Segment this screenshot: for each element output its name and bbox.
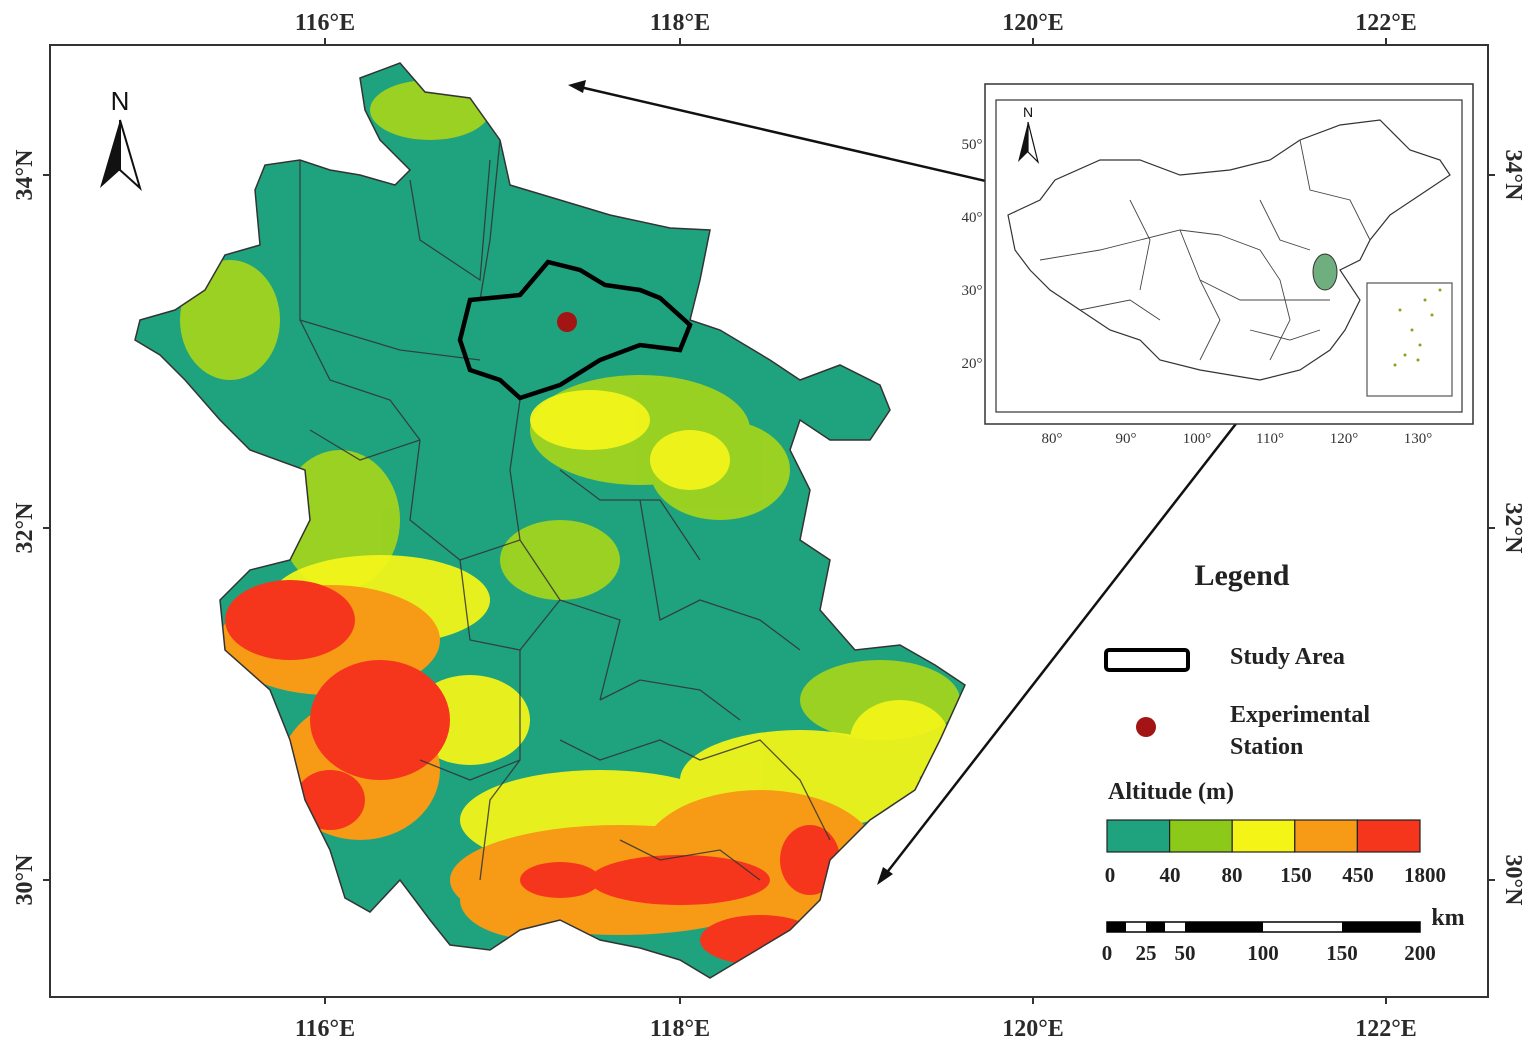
altitude-label-40: 40 [1160, 863, 1181, 887]
graticule-ticks [43, 38, 1495, 1004]
north-arrow-label: N [111, 86, 130, 116]
lon-label-top-116: 116°E [295, 10, 355, 36]
lat-label-right-30: 30°N [1500, 855, 1526, 907]
lon-label-top-122: 122°E [1355, 10, 1417, 36]
legend-station-label-line1: Experimental [1230, 702, 1370, 728]
map-legend: Legend Study Area Experimental Station A… [1102, 559, 1465, 965]
inset-lon-110: 110° [1256, 431, 1284, 447]
altitude-swatch-450-1800 [1356, 819, 1421, 853]
scale-label-50: 50 [1175, 941, 1196, 965]
altitude-color-bar [1106, 819, 1421, 853]
elevation-map [134, 62, 966, 979]
top-longitude-labels: 116°E 118°E 120°E 122°E [295, 10, 1417, 36]
legend-title: Legend [1194, 559, 1289, 592]
altitude-label-1800: 1800 [1404, 863, 1446, 887]
inset-north-arrow-icon: N [1018, 104, 1040, 164]
inset-north-label: N [1023, 104, 1033, 120]
lat-label-right-32: 32°N [1500, 503, 1526, 555]
inset-lon-120: 120° [1330, 431, 1359, 447]
lat-label-left-30: 30°N [12, 854, 38, 906]
scale-label-200: 200 [1404, 941, 1436, 965]
legend-study-area-label: Study Area [1230, 644, 1345, 670]
inset-lon-90: 90° [1116, 431, 1137, 447]
china-inset-map: N 80° 90° 100° 110° 120° 130° 50° 40° 30… [962, 83, 1474, 447]
scale-unit-label: km [1431, 905, 1464, 931]
experimental-station-marker [557, 312, 577, 332]
lon-label-bottom-120: 120°E [1002, 1016, 1064, 1042]
inset-lon-80: 80° [1042, 431, 1063, 447]
altitude-label-150: 150 [1280, 863, 1312, 887]
lon-label-top-120: 120°E [1002, 10, 1064, 36]
china-province-lines [1039, 139, 1371, 361]
map-frame [49, 44, 1489, 998]
inset-lat-labels: 50° 40° 30° 20° [962, 137, 983, 372]
legend-altitude-title: Altitude (m) [1108, 779, 1234, 805]
inset-lon-130: 130° [1404, 431, 1433, 447]
lon-label-bottom-122: 122°E [1355, 1016, 1417, 1042]
study-area-boundary [457, 259, 693, 401]
altitude-swatch-150-450 [1294, 819, 1359, 853]
south-china-sea-box [1366, 282, 1453, 397]
altitude-swatch-80-150 [1231, 819, 1296, 853]
lat-label-left-34: 34°N [12, 149, 38, 201]
legend-station-symbol [1136, 717, 1156, 737]
legend-station-label-line2: Station [1230, 734, 1303, 760]
lat-label-right-34: 34°N [1500, 150, 1526, 202]
bottom-longitude-labels: 116°E 118°E 120°E 122°E [295, 1016, 1417, 1042]
altitude-label-450: 450 [1342, 863, 1374, 887]
legend-study-area-symbol [1104, 648, 1190, 672]
inset-anhui-highlight [1312, 253, 1338, 291]
scale-label-150: 150 [1326, 941, 1358, 965]
north-arrow-icon: N [100, 86, 142, 192]
scale-label-25: 25 [1136, 941, 1157, 965]
lon-label-bottom-116: 116°E [295, 1016, 355, 1042]
lon-label-top-118: 118°E [650, 10, 710, 36]
inset-lat-30: 30° [962, 283, 983, 299]
county-boundaries [299, 139, 831, 881]
south-china-sea-islands [1393, 288, 1442, 367]
inset-lat-20: 20° [962, 356, 983, 372]
lat-label-left-32: 32°N [12, 502, 38, 554]
inset-lat-40: 40° [962, 210, 983, 226]
lon-label-bottom-118: 118°E [650, 1016, 710, 1042]
altitude-swatch-40-80 [1168, 819, 1233, 853]
altitude-break-labels: 0 40 80 150 450 1800 [1105, 863, 1446, 887]
province-outline [134, 62, 966, 979]
scale-bar: km 0 25 50 100 150 200 [1102, 905, 1465, 965]
china-outline [1007, 119, 1451, 381]
altitude-label-80: 80 [1222, 863, 1243, 887]
right-latitude-labels: 34°N 32°N 30°N [1500, 150, 1526, 907]
inset-lat-50: 50° [962, 137, 983, 153]
inset-lon-labels: 80° 90° 100° 110° 120° 130° [1042, 431, 1433, 447]
scale-label-0: 0 [1102, 941, 1113, 965]
left-latitude-labels: 34°N 32°N 30°N [12, 149, 38, 906]
altitude-swatch-0-40 [1106, 819, 1171, 853]
inset-lon-100: 100° [1183, 431, 1212, 447]
scale-label-100: 100 [1247, 941, 1279, 965]
altitude-label-0: 0 [1105, 863, 1116, 887]
